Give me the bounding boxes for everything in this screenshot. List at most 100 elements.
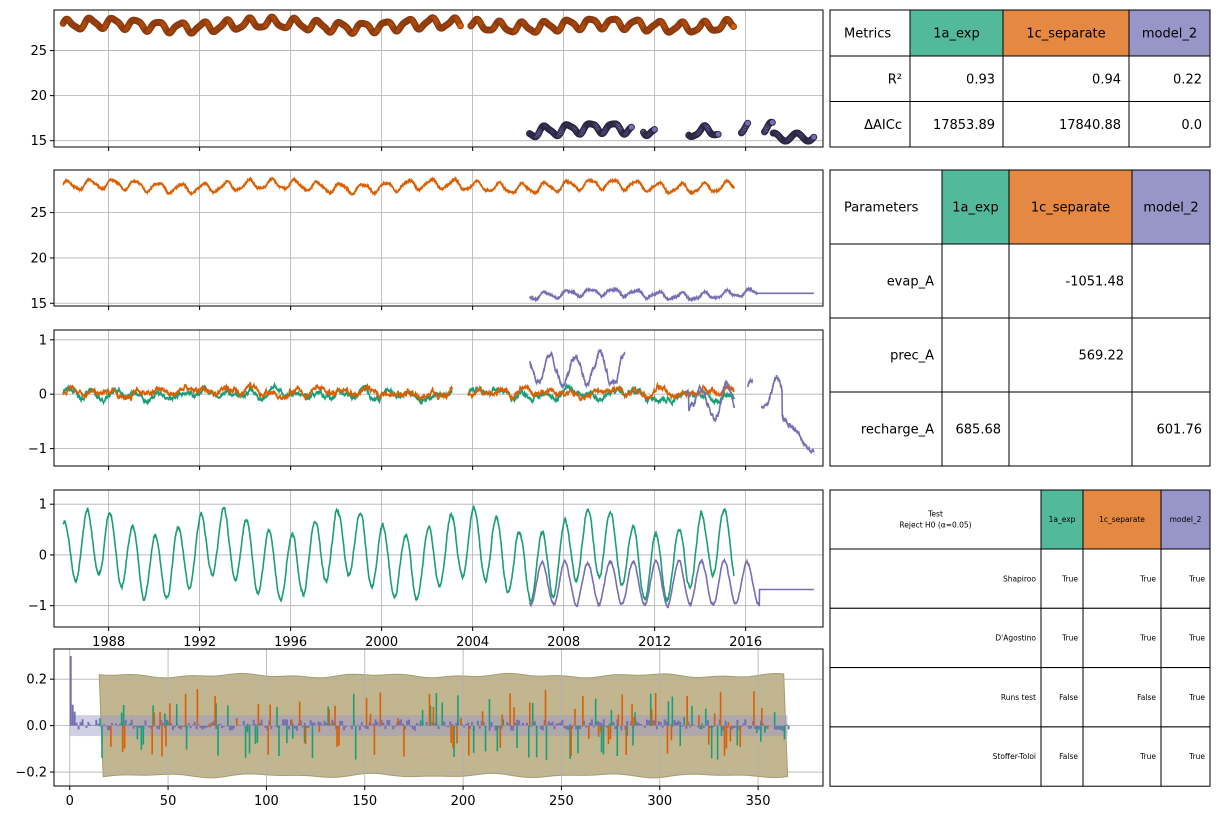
acf-bar bbox=[376, 721, 379, 726]
table-cell-text: -1051.48 bbox=[1066, 275, 1124, 290]
table-cell bbox=[1008, 391, 1133, 467]
acf-bar bbox=[235, 718, 238, 726]
acf-bar bbox=[318, 725, 321, 732]
acf-bar bbox=[152, 705, 154, 726]
table-row: D'Agostino True True True bbox=[829, 607, 1211, 669]
y-tick-label: 25 bbox=[30, 206, 47, 221]
acf-bar bbox=[248, 725, 251, 754]
acf-bar bbox=[398, 720, 401, 726]
acf-bar bbox=[123, 725, 126, 749]
table-cell-text: recharge_A bbox=[861, 423, 934, 438]
acf-bar bbox=[665, 721, 668, 726]
acf-bar bbox=[175, 704, 178, 726]
acf-bar bbox=[126, 725, 129, 727]
acf-bar bbox=[211, 722, 214, 726]
acf-bar bbox=[514, 722, 517, 726]
acf-bar bbox=[723, 725, 726, 756]
acf-bar bbox=[720, 725, 723, 736]
acf-bar bbox=[707, 725, 710, 745]
acf-bar bbox=[673, 720, 676, 726]
acf-bar bbox=[478, 725, 481, 729]
acf-bar bbox=[722, 725, 725, 731]
acf-bar bbox=[445, 725, 448, 727]
simulation-series bbox=[62, 175, 814, 303]
acf-bar bbox=[256, 725, 259, 743]
acf-bar bbox=[588, 722, 591, 726]
metrics-table: Metrics 1a_exp 1c_separate model_2 R² 0.93 0.9… bbox=[829, 9, 1211, 148]
table-cell-text: ΔAICc bbox=[864, 118, 902, 133]
acf-bar bbox=[219, 723, 222, 726]
table-header-cell bbox=[1040, 489, 1084, 550]
acf-bar bbox=[529, 725, 532, 727]
acf-bar bbox=[238, 724, 241, 726]
table-cell-text: True bbox=[1061, 574, 1078, 583]
acf-bar bbox=[612, 722, 615, 726]
acf-bar bbox=[533, 721, 536, 726]
acf-bar bbox=[386, 719, 389, 726]
table-cell-text: prec_A bbox=[890, 349, 934, 364]
acf-bar bbox=[244, 725, 247, 758]
series-sim_1c bbox=[62, 175, 735, 197]
acf-bar bbox=[329, 724, 332, 726]
acf-bar bbox=[303, 722, 306, 726]
acf-bar bbox=[633, 717, 635, 726]
acf-bar bbox=[617, 714, 620, 726]
acf-bar bbox=[571, 725, 574, 729]
acf-bar bbox=[468, 725, 470, 756]
acf-bar bbox=[274, 725, 277, 727]
acf-bar bbox=[476, 720, 479, 726]
acf-bar bbox=[726, 725, 729, 728]
acf-bar bbox=[600, 725, 603, 753]
acf-bar bbox=[380, 720, 383, 726]
table-cell-text: True bbox=[1061, 634, 1078, 643]
acf-bar bbox=[227, 725, 230, 727]
acf-bar bbox=[99, 725, 102, 727]
acf-bar bbox=[120, 712, 123, 726]
acf-bar bbox=[760, 720, 763, 726]
acf-bar bbox=[703, 725, 705, 728]
table-header-text: Parameters bbox=[844, 201, 919, 216]
acf-bar bbox=[775, 725, 778, 730]
acf-bar bbox=[201, 725, 204, 730]
table-cell-text: 685.68 bbox=[956, 423, 1002, 438]
acf-bar bbox=[337, 725, 340, 730]
acf-bar bbox=[687, 721, 690, 726]
acf-bar bbox=[299, 720, 302, 726]
head-point bbox=[810, 133, 818, 141]
acf-bar bbox=[431, 722, 434, 726]
acf-bar bbox=[488, 699, 491, 726]
x-tick-label: 1996 bbox=[274, 635, 307, 650]
acf-bar bbox=[103, 724, 106, 726]
acf-bar bbox=[196, 689, 199, 726]
acf-bar bbox=[71, 704, 74, 726]
acf-bar bbox=[184, 693, 187, 726]
table-cell-text: 17840.88 bbox=[1059, 118, 1121, 133]
acf-bar bbox=[229, 725, 232, 731]
acf-bar bbox=[286, 725, 288, 744]
acf-bar bbox=[528, 702, 531, 726]
acf-bar bbox=[187, 723, 190, 726]
acf-bar bbox=[516, 725, 518, 749]
acf-bar bbox=[284, 719, 287, 726]
table-cell-text: 0.94 bbox=[1092, 72, 1121, 87]
acf-bar bbox=[114, 723, 117, 726]
acf-bar bbox=[181, 725, 184, 727]
acf-bar bbox=[719, 691, 722, 726]
acf-bar bbox=[561, 719, 564, 726]
acf-bar bbox=[470, 721, 473, 726]
head-point bbox=[627, 123, 635, 131]
acf-bar bbox=[460, 717, 462, 726]
acf-bar bbox=[587, 725, 590, 739]
acf-bar bbox=[159, 711, 161, 726]
table-cell-text: 0.93 bbox=[966, 72, 995, 87]
acf-bar bbox=[276, 706, 278, 726]
acf-bar bbox=[659, 722, 662, 726]
acf-bar bbox=[134, 725, 137, 727]
acf-bar bbox=[543, 720, 546, 726]
simulation-frame bbox=[53, 169, 824, 307]
acf-bar bbox=[453, 725, 455, 757]
y-tick-label: 25 bbox=[30, 44, 47, 59]
acf-bar bbox=[345, 725, 348, 728]
acf-bar bbox=[677, 720, 680, 726]
acf-bar bbox=[336, 725, 338, 747]
